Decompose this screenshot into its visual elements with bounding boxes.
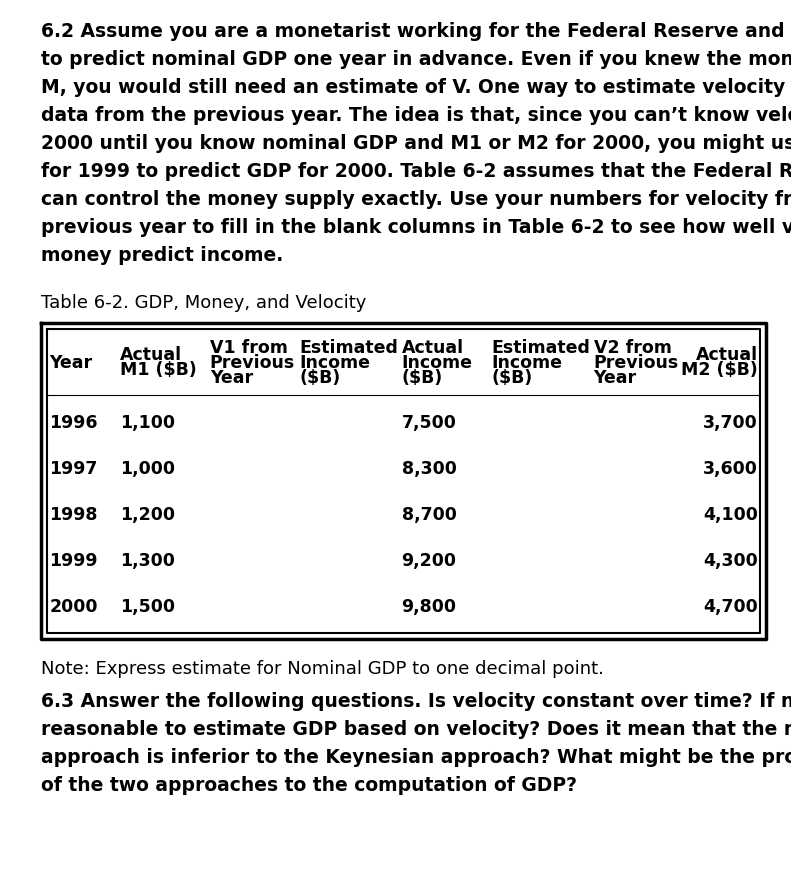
- Text: 6.2 Assume you are a monetarist working for the Federal Reserve and are asked: 6.2 Assume you are a monetarist working …: [41, 22, 791, 41]
- Text: 4,300: 4,300: [703, 551, 758, 569]
- Text: Previous: Previous: [210, 354, 295, 371]
- Text: money predict income.: money predict income.: [41, 246, 283, 264]
- Text: 7,500: 7,500: [402, 414, 456, 431]
- Text: Year: Year: [593, 369, 637, 386]
- Text: M1 ($B): M1 ($B): [119, 361, 196, 379]
- Text: ($B): ($B): [492, 369, 533, 386]
- Text: M, you would still need an estimate of V. One way to estimate velocity is to use: M, you would still need an estimate of V…: [41, 78, 791, 97]
- Text: Income: Income: [492, 354, 562, 371]
- Text: Actual: Actual: [119, 346, 182, 364]
- Text: 1,100: 1,100: [119, 414, 175, 431]
- Text: Actual: Actual: [402, 339, 464, 356]
- Text: Year: Year: [210, 369, 253, 386]
- Text: 6.3 Answer the following questions. Is velocity constant over time? If not, is i: 6.3 Answer the following questions. Is v…: [41, 691, 791, 710]
- Text: V2 from: V2 from: [593, 339, 672, 356]
- Text: Table 6-2. GDP, Money, and Velocity: Table 6-2. GDP, Money, and Velocity: [41, 293, 366, 312]
- Text: Actual: Actual: [695, 346, 758, 364]
- Text: 1998: 1998: [49, 506, 97, 523]
- Text: Estimated: Estimated: [300, 339, 399, 356]
- Text: can control the money supply exactly. Use your numbers for velocity from the: can control the money supply exactly. Us…: [41, 190, 791, 209]
- Text: 9,800: 9,800: [402, 597, 456, 615]
- Text: 1996: 1996: [49, 414, 97, 431]
- Text: 3,700: 3,700: [703, 414, 758, 431]
- Text: Year: Year: [49, 354, 93, 371]
- Text: 8,300: 8,300: [402, 459, 456, 478]
- Text: ($B): ($B): [402, 369, 443, 386]
- Text: 1,000: 1,000: [119, 459, 175, 478]
- Text: 1997: 1997: [49, 459, 97, 478]
- Text: 1999: 1999: [49, 551, 97, 569]
- Text: ($B): ($B): [300, 369, 341, 386]
- Text: 1,500: 1,500: [119, 597, 175, 615]
- Text: M2 ($B): M2 ($B): [681, 361, 758, 379]
- Text: 1,300: 1,300: [119, 551, 175, 569]
- Text: 2000: 2000: [49, 597, 97, 615]
- Text: V1 from: V1 from: [210, 339, 288, 356]
- Text: Income: Income: [402, 354, 472, 371]
- Text: 8,700: 8,700: [402, 506, 456, 523]
- Text: to predict nominal GDP one year in advance. Even if you knew the money supply,: to predict nominal GDP one year in advan…: [41, 50, 791, 68]
- Text: approach is inferior to the Keynesian approach? What might be the pros and cons: approach is inferior to the Keynesian ap…: [41, 747, 791, 766]
- Text: 1,200: 1,200: [119, 506, 175, 523]
- Text: previous year to fill in the blank columns in Table 6-2 to see how well velocity: previous year to fill in the blank colum…: [41, 218, 791, 237]
- Text: Income: Income: [300, 354, 371, 371]
- Text: Previous: Previous: [593, 354, 679, 371]
- Text: 4,100: 4,100: [703, 506, 758, 523]
- Text: data from the previous year. The idea is that, since you can’t know velocity for: data from the previous year. The idea is…: [41, 106, 791, 125]
- Text: 4,700: 4,700: [703, 597, 758, 615]
- Text: 3,600: 3,600: [703, 459, 758, 478]
- Text: for 1999 to predict GDP for 2000. Table 6-2 assumes that the Federal Reserve: for 1999 to predict GDP for 2000. Table …: [41, 162, 791, 181]
- Text: Note: Express estimate for Nominal GDP to one decimal point.: Note: Express estimate for Nominal GDP t…: [41, 659, 604, 677]
- Text: of the two approaches to the computation of GDP?: of the two approaches to the computation…: [41, 775, 577, 794]
- Text: reasonable to estimate GDP based on velocity? Does it mean that the monetarist: reasonable to estimate GDP based on velo…: [41, 719, 791, 738]
- Text: Estimated: Estimated: [492, 339, 591, 356]
- Text: 9,200: 9,200: [402, 551, 456, 569]
- Text: 2000 until you know nominal GDP and M1 or M2 for 2000, you might use velocity: 2000 until you know nominal GDP and M1 o…: [41, 133, 791, 153]
